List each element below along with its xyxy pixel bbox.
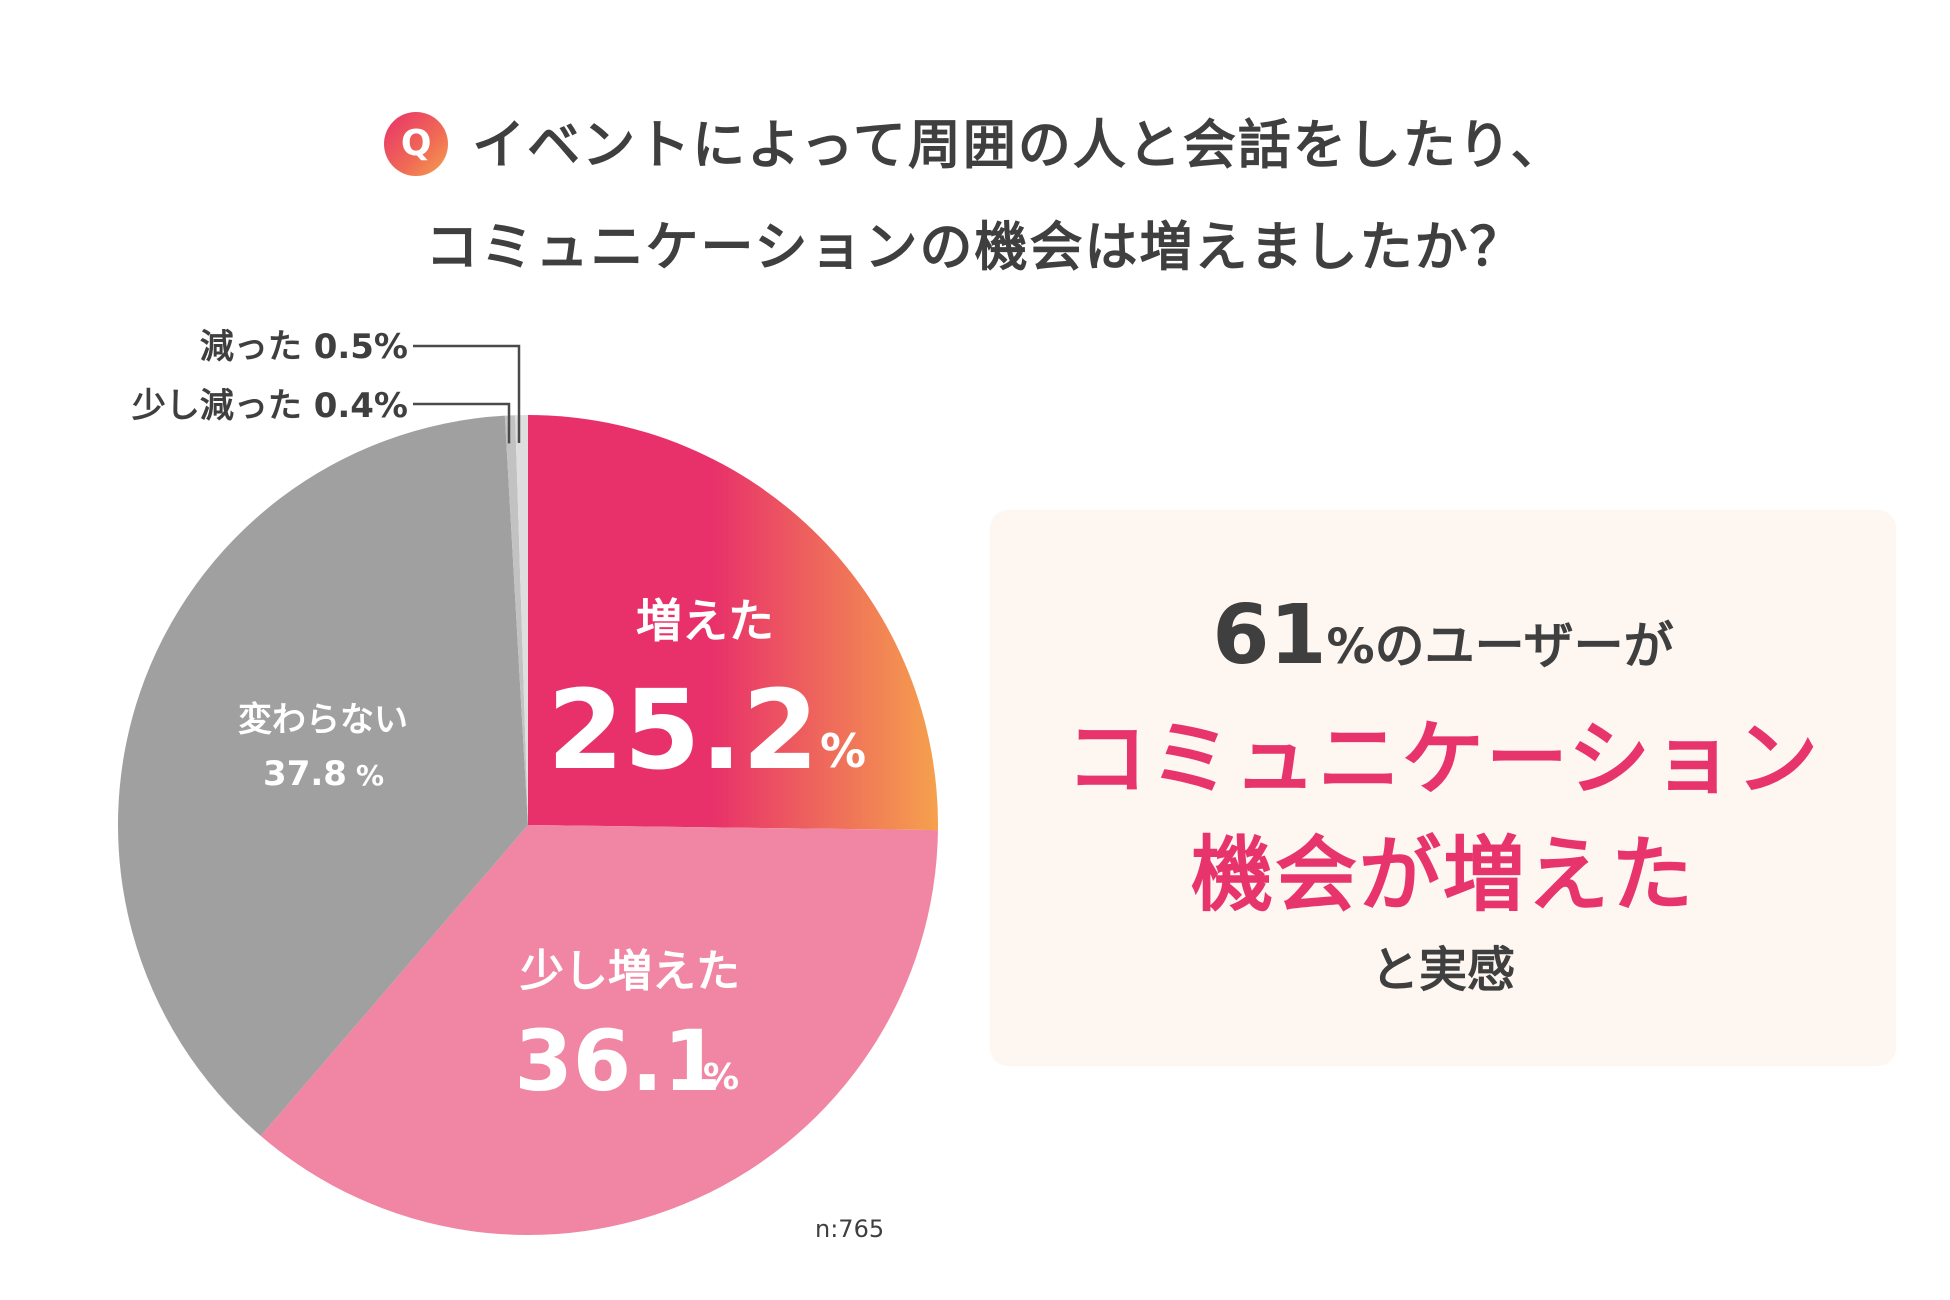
question-text-1: イベントによって周囲の人と会話をしたり、 bbox=[472, 115, 1566, 176]
question-badge: Q bbox=[384, 112, 449, 176]
summary-tail: と実感 bbox=[1370, 942, 1515, 998]
question-title: Q イベントによって周囲の人と会話をしたり、 コミュニケーションの機会は増えました… bbox=[0, 95, 1950, 299]
pie-slice-slightly-decreased bbox=[504, 415, 528, 825]
callout-label-slightly-decreased: 少し減った 0.4% bbox=[132, 386, 408, 426]
summary-stat-line: 61%のユーザーが bbox=[990, 588, 1896, 683]
slice-unit-increased: % bbox=[820, 724, 866, 778]
slice-unit-no-change: % bbox=[356, 759, 384, 792]
summary-highlight-2: 機会が増えた bbox=[1190, 828, 1695, 923]
slice-label-increased: 増えた bbox=[636, 594, 774, 648]
slice-label-no-change: 変わらない bbox=[238, 700, 408, 740]
summary-stat-unit: % bbox=[1326, 619, 1375, 675]
slice-value-no-change: 37.8 bbox=[263, 754, 347, 794]
summary-stat-suffix: のユーザーが bbox=[1374, 617, 1674, 675]
callout-line-decreased bbox=[413, 344, 521, 444]
summary-highlight-1: コミュニケーション bbox=[1065, 712, 1821, 807]
pie-slice-increased bbox=[528, 415, 938, 831]
slice-unit-slightly-increased: % bbox=[703, 1057, 739, 1098]
question-line-2: コミュニケーションの機会は増えましたか？ bbox=[425, 217, 1525, 278]
pie-slice-slightly-increased bbox=[260, 825, 938, 1235]
callout-label-decreased: 減った 0.5% bbox=[200, 327, 408, 367]
summary-panel: 61%のユーザーが コミュニケーション 機会が増えた と実感 bbox=[990, 510, 1896, 1066]
pie-slice-no-change bbox=[118, 415, 528, 1136]
summary-stat-number: 61 bbox=[1212, 588, 1327, 683]
slice-label-slightly-increased: 少し増えた bbox=[520, 946, 740, 997]
pie-slice-decreased bbox=[515, 415, 528, 825]
question-line-1: Q イベントによって周囲の人と会話をしたり、 bbox=[0, 95, 1950, 197]
slice-value-slightly-increased: 36.1 bbox=[514, 1012, 721, 1110]
callout-line-slightly-decreased bbox=[413, 402, 511, 444]
sample-size: n:765 bbox=[815, 1215, 885, 1243]
slice-value-increased: 25.2 bbox=[547, 666, 818, 794]
